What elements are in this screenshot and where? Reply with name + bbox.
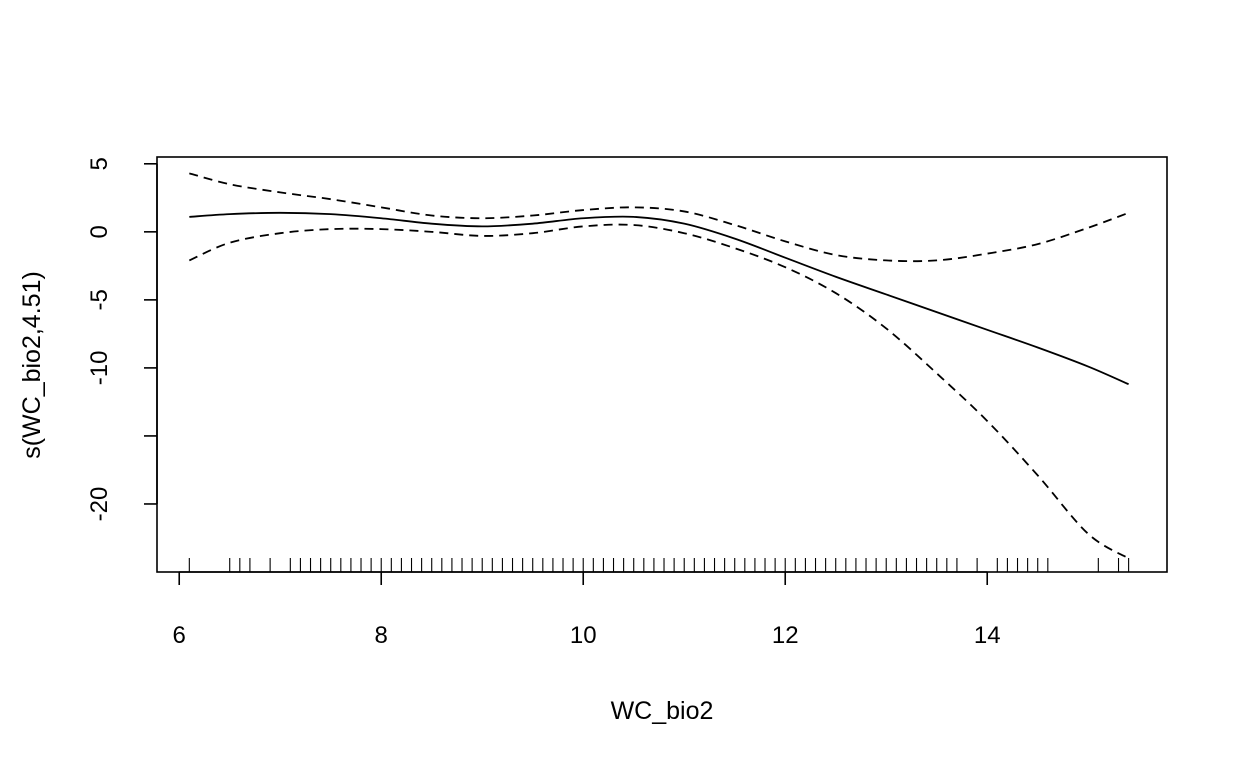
x-tick-label: 6 (173, 622, 186, 649)
y-tick-label: -10 (86, 351, 113, 386)
y-axis-title: s(WC_bio2,4.51) (18, 271, 46, 459)
x-tick-label: 14 (974, 622, 1001, 649)
rug-marks (188, 558, 1130, 572)
y-tick-label: 5 (86, 157, 113, 170)
series-lines (188, 172, 1130, 560)
series-line-lower-band (188, 223, 1130, 560)
y-tick-label: -20 (86, 487, 113, 522)
series-line-estimate (189, 211, 1129, 386)
y-tick-label: 0 (86, 225, 113, 238)
x-tick-label: 10 (570, 622, 597, 649)
x-tick-label: 12 (772, 622, 799, 649)
x-axis: 6 8 10 12 14 (173, 571, 1001, 649)
y-tick-label: -5 (86, 289, 113, 310)
y-axis: 5 0 -5 -10 -20 (86, 157, 158, 522)
x-axis-title: WC_bio2 (611, 697, 714, 725)
x-tick-label: 8 (375, 622, 388, 649)
